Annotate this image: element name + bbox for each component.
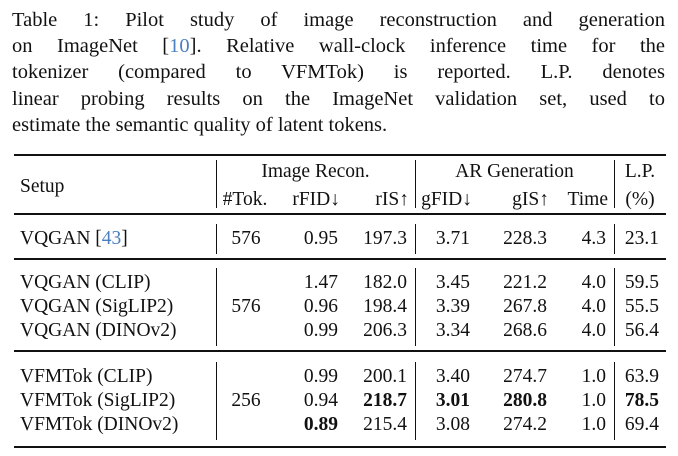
cell-rfid: 1.47 <box>303 272 338 293</box>
cell-gis: 274.7 <box>503 366 547 387</box>
header-lp: L.P. <box>624 161 656 182</box>
cell-time: 1.0 <box>581 390 606 411</box>
setup-name: VQGAN (DINOv2) <box>20 320 177 341</box>
mid-rule <box>14 213 666 215</box>
cell-gis: 268.6 <box>503 320 547 341</box>
setup-name: VQGAN (SigLIP2) <box>20 296 174 317</box>
column-divider <box>216 224 217 254</box>
header-col: rIS↑ <box>375 189 409 210</box>
column-divider <box>614 224 615 254</box>
caption-text: on ImageNet [ <box>12 35 170 57</box>
header-image-recon: Image Recon. <box>261 161 370 182</box>
group-rule <box>14 258 666 260</box>
setup-name: VQGAN (CLIP) <box>20 272 151 293</box>
caption-line: estimate the semantic quality of latent … <box>12 114 388 136</box>
cell-gis: 228.3 <box>503 228 547 249</box>
cell-gfid: 3.39 <box>435 296 470 317</box>
cell-ris: 206.3 <box>363 320 407 341</box>
bottom-rule <box>14 446 666 448</box>
cell-lp: 23.1 <box>624 228 659 249</box>
cell-gfid: 3.08 <box>435 414 470 435</box>
cell-ris: 215.4 <box>363 414 407 435</box>
cell-ris: 182.0 <box>363 272 407 293</box>
cell-gfid: 3.71 <box>435 228 470 249</box>
column-divider <box>216 268 217 346</box>
cell-tok: 576 <box>231 296 261 317</box>
cell-ris: 198.4 <box>363 296 407 317</box>
header-col: Time <box>567 189 608 210</box>
header-ar-generation: AR Generation <box>455 161 574 182</box>
header-lp-unit: (%) <box>625 189 655 210</box>
column-divider <box>415 224 416 254</box>
row-setup: VFMTok (DINOv2) <box>20 414 178 436</box>
header-col: #Tok. <box>222 189 268 210</box>
cell-time: 1.0 <box>581 414 606 435</box>
row-setup: VQGAN (SigLIP2) <box>20 296 173 318</box>
cell-ris: 218.7 <box>363 390 407 411</box>
cell-lp: 59.5 <box>624 272 659 293</box>
caption-line: on ImageNet [10]. Relative wall-clock in… <box>12 33 665 59</box>
cell-rfid: 0.99 <box>303 320 338 341</box>
cell-tok: 256 <box>231 390 261 411</box>
cell-gis: 267.8 <box>503 296 547 317</box>
cell-gfid: 3.34 <box>435 320 470 341</box>
cell-gis: 274.2 <box>503 414 547 435</box>
cell-gfid: 3.45 <box>435 272 470 293</box>
group-rule <box>14 350 666 352</box>
row-setup: VFMTok (CLIP) <box>20 366 152 388</box>
cell-lp: 63.9 <box>624 366 659 387</box>
row-setup: VFMTok (SigLIP2) <box>20 390 175 412</box>
cell-tok: 576 <box>231 228 261 249</box>
cell-gis: 280.8 <box>503 390 547 411</box>
cell-lp: 56.4 <box>624 320 659 341</box>
cell-rfid: 0.89 <box>303 414 338 435</box>
setup-name: VFMTok (SigLIP2) <box>20 390 176 411</box>
setup-name: VFMTok (DINOv2) <box>20 414 179 435</box>
cell-time: 4.3 <box>581 228 606 249</box>
cell-time: 4.0 <box>581 320 606 341</box>
cell-time: 4.0 <box>581 296 606 317</box>
cell-gfid: 3.01 <box>435 390 470 411</box>
cell-rfid: 0.96 <box>303 296 338 317</box>
cell-time: 1.0 <box>581 366 606 387</box>
row-setup: VQGAN (CLIP) <box>20 272 151 294</box>
column-divider <box>614 362 615 440</box>
cell-rfid: 0.99 <box>303 366 338 387</box>
header-setup: Setup <box>20 176 65 197</box>
column-divider <box>216 362 217 440</box>
cell-ris: 197.3 <box>363 228 407 249</box>
cell-lp: 55.5 <box>624 296 659 317</box>
cell-rfid: 0.94 <box>303 390 338 411</box>
header-col: gIS↑ <box>512 189 549 210</box>
citation-link[interactable]: 43 <box>101 228 122 249</box>
column-divider <box>415 268 416 346</box>
header-col: rFID↓ <box>292 189 340 210</box>
header-col: gFID↓ <box>421 189 472 210</box>
column-divider <box>415 362 416 440</box>
caption-text: ]. Relative wall-clock inference time fo… <box>189 35 665 57</box>
caption-line: Table 1: Pilot study of image reconstruc… <box>12 9 665 31</box>
column-divider <box>614 160 615 208</box>
cell-gfid: 3.40 <box>435 366 470 387</box>
cell-time: 4.0 <box>581 272 606 293</box>
row-setup: VQGAN (DINOv2) <box>20 320 177 342</box>
setup-name: VQGAN [ <box>20 228 102 249</box>
cell-lp: 69.4 <box>624 414 659 435</box>
citation-link[interactable]: 10 <box>169 35 190 57</box>
row-setup: VQGAN [43] <box>20 228 128 250</box>
column-divider <box>216 160 217 208</box>
column-divider <box>614 268 615 346</box>
setup-name: ] <box>121 228 128 249</box>
cell-lp: 78.5 <box>624 390 659 411</box>
cell-rfid: 0.95 <box>303 228 338 249</box>
top-rule <box>14 154 666 156</box>
column-divider <box>415 160 416 208</box>
cell-ris: 200.1 <box>363 366 407 387</box>
caption-line: linear probing results on the ImageNet v… <box>12 88 665 110</box>
setup-name: VFMTok (CLIP) <box>20 366 153 387</box>
caption-line: tokenizer (compared to VFMTok) is report… <box>12 61 665 83</box>
cell-gis: 221.2 <box>503 272 547 293</box>
